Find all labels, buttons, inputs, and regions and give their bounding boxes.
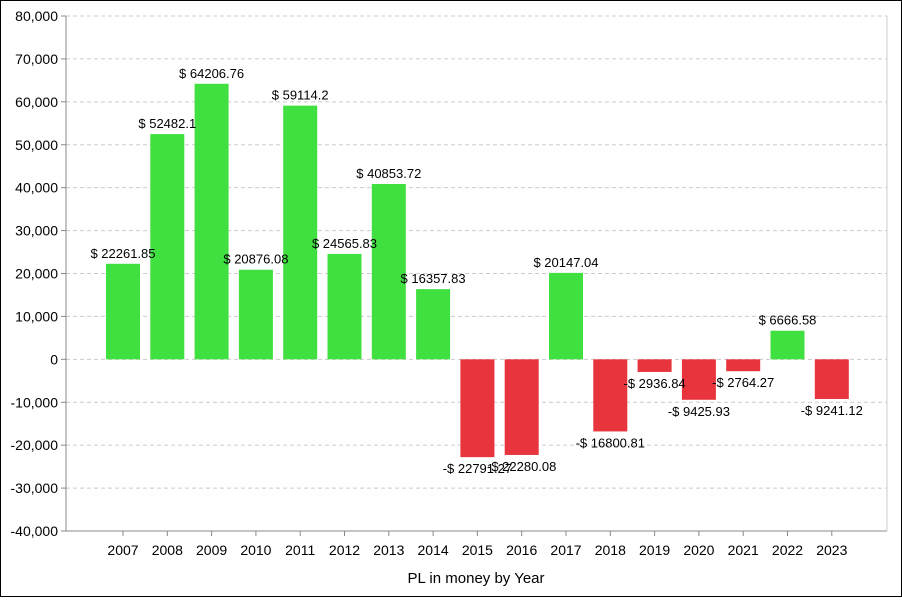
bar-2017 (549, 272, 583, 360)
y-tick-label: 50,000 (15, 137, 58, 153)
x-tick-label: 2012 (329, 542, 360, 558)
bar-2007 (106, 263, 140, 360)
bar-2009 (194, 83, 229, 360)
axes: -40,000 -30,000 -20,000 -10,000 0 10,000 20,00… (11, 8, 888, 558)
x-tick-label: 2010 (240, 542, 271, 558)
bar-2023 (814, 359, 849, 399)
data-label-2017: $ 20147.04 (533, 255, 598, 270)
x-tick-label: 2020 (683, 542, 714, 558)
bar-2022 (770, 330, 805, 360)
data-label-2011: $ 59114.2 (272, 88, 329, 103)
bars (106, 83, 849, 458)
bar-2015 (460, 359, 495, 458)
y-tick-label: 70,000 (15, 51, 58, 67)
y-tick-label: -30,000 (11, 480, 59, 496)
y-tick-label: -10,000 (11, 394, 59, 410)
data-label-2022: $ 6666.58 (759, 313, 817, 328)
data-label-2021: -$ 2764.27 (712, 375, 774, 390)
bar-2012 (327, 253, 362, 360)
y-tick-label: 30,000 (15, 223, 58, 239)
data-label-2016: -$ 22280.08 (487, 459, 556, 474)
x-tick-label: 2011 (285, 542, 315, 558)
data-labels: $ 22261.85 $ 52482.1 $ 64206.76 $ 20876.08 $… (90, 66, 862, 476)
bar-2018 (593, 359, 628, 432)
data-label-2020: -$ 9425.93 (668, 404, 730, 419)
x-tick-label: 2023 (816, 542, 847, 558)
data-label-2012: $ 24565.83 (312, 236, 377, 251)
x-tick-label: 2009 (196, 542, 227, 558)
bar-2021 (726, 359, 761, 372)
y-tick-label: 10,000 (15, 308, 58, 324)
x-tick-label: 2014 (418, 542, 449, 558)
data-label-2019: -$ 2936.84 (624, 376, 686, 391)
bar-2013 (371, 184, 406, 360)
bar-2011 (283, 105, 318, 360)
y-tick-label: 60,000 (15, 94, 58, 110)
data-label-2009: $ 64206.76 (179, 66, 244, 81)
data-label-2018: -$ 16800.81 (576, 435, 645, 450)
data-label-2013: $ 40853.72 (356, 166, 421, 181)
x-tick-label: 2008 (152, 542, 183, 558)
x-tick-label: 2017 (550, 542, 581, 558)
bar-2010 (238, 269, 273, 360)
bar-2020 (681, 359, 716, 400)
bar-2014 (416, 289, 451, 360)
data-label-2010: $ 20876.08 (223, 252, 288, 267)
y-tick-label: 40,000 (15, 180, 58, 196)
x-tick-label: 2018 (595, 542, 626, 558)
x-tick-label: 2021 (728, 542, 759, 558)
x-tick-label: 2015 (462, 542, 493, 558)
y-tick-label: 0 (50, 351, 58, 367)
x-tick-label: 2007 (107, 542, 138, 558)
data-label-2007: $ 22261.85 (90, 246, 155, 261)
data-label-2008: $ 52482.1 (138, 116, 196, 131)
x-tick-label: 2016 (506, 542, 537, 558)
data-label-2015: -$ 22791.27 (443, 461, 512, 476)
data-label-2023: -$ 9241.12 (801, 403, 863, 418)
x-tick-label: 2019 (639, 542, 670, 558)
data-label-2014: $ 16357.83 (401, 271, 466, 286)
bar-2019 (637, 359, 672, 372)
bar-2016 (504, 359, 539, 455)
x-tick-label: 2022 (772, 542, 803, 558)
bar-2008 (150, 134, 185, 360)
y-tick-label: -40,000 (11, 523, 59, 539)
y-tick-label: -20,000 (11, 437, 59, 453)
y-tick-label: 20,000 (15, 266, 58, 282)
x-axis-label: PL in money by Year (407, 570, 544, 587)
y-tick-label: 80,000 (15, 8, 58, 24)
x-tick-label: 2013 (373, 542, 404, 558)
